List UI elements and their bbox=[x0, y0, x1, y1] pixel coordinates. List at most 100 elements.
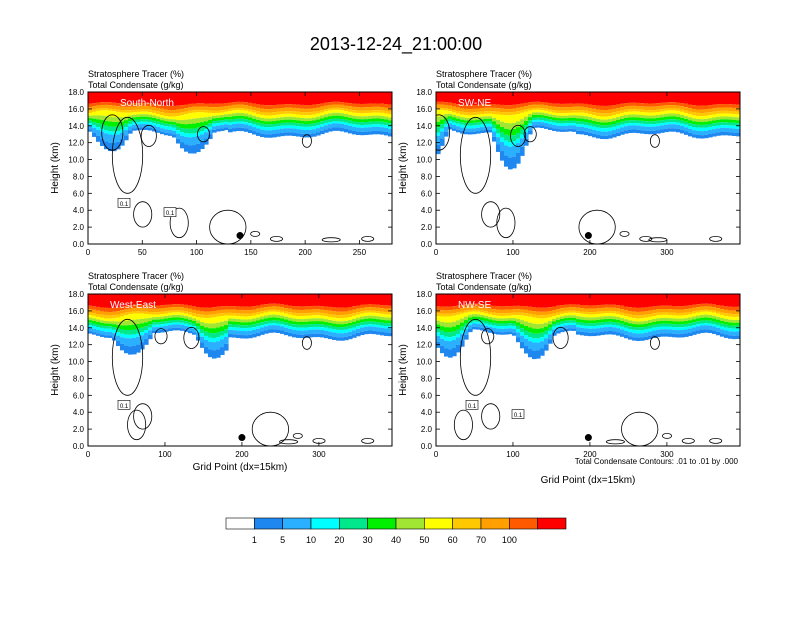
y-tick-label: 2.0 bbox=[421, 425, 433, 434]
x-tick-label: 50 bbox=[138, 248, 147, 257]
colorbar-box bbox=[225, 517, 255, 530]
colorbar-box bbox=[509, 517, 538, 530]
y-tick-label: 14.0 bbox=[416, 122, 432, 131]
y-tick-label: 14.0 bbox=[416, 324, 432, 333]
colorbar-label: 10 bbox=[306, 535, 316, 545]
x-axis-label: Grid Point (dx=15km) bbox=[541, 475, 636, 486]
colorbar-box bbox=[424, 517, 453, 530]
x-tick-label: 300 bbox=[312, 450, 326, 459]
colorbar-box bbox=[367, 517, 397, 530]
colorbar-box bbox=[310, 517, 340, 530]
y-tick-label: 4.0 bbox=[421, 408, 433, 417]
y-tick-label: 6.0 bbox=[73, 391, 85, 400]
condensate-contours bbox=[453, 318, 723, 446]
y-tick-label: 2.0 bbox=[421, 223, 433, 232]
x-tick-label: 100 bbox=[190, 248, 204, 257]
tracer-field bbox=[88, 92, 392, 244]
colorbar: 1 5 10 20 30 40 50 60 70 100 bbox=[225, 517, 567, 545]
y-tick-label: 6.0 bbox=[421, 189, 433, 198]
cross-section-label: NW-SE bbox=[458, 300, 491, 311]
y-tick-label: 10.0 bbox=[416, 358, 432, 367]
plot-frame bbox=[87, 91, 393, 245]
figure-title: 2013-12-24_21:00:00 bbox=[310, 34, 482, 55]
y-tick-label: 8.0 bbox=[73, 172, 85, 181]
y-tick-label: 4.0 bbox=[73, 408, 85, 417]
location-marker bbox=[584, 232, 592, 240]
y-tick-label: 14.0 bbox=[68, 324, 84, 333]
y-tick-label: 18.0 bbox=[68, 88, 84, 97]
plot-frame bbox=[435, 293, 741, 447]
condensate-contours bbox=[101, 114, 375, 244]
colorbar-label: 50 bbox=[419, 535, 429, 545]
colorbar-label: 70 bbox=[476, 535, 486, 545]
x-tick-label: 0 bbox=[434, 248, 439, 257]
colorbar-box bbox=[254, 517, 283, 530]
condensate-contours bbox=[436, 114, 723, 244]
panel-3: 0.0 2.0 4.0 6.0 8.0 10.0 12.0 14.0 16.0 18.0 0 100 2… bbox=[50, 271, 393, 473]
panel-subtitle-condensate: Total Condensate (g/kg) bbox=[436, 80, 532, 90]
panel-2: 0.0 2.0 4.0 6.0 8.0 10.0 12.0 14.0 16.0 18.0 0 100 2… bbox=[398, 69, 741, 257]
panel-subtitle-condensate: Total Condensate (g/kg) bbox=[436, 282, 532, 292]
panel-subtitle-tracer: Stratosphere Tracer (%) bbox=[88, 271, 184, 281]
contour-label: 0.1 bbox=[120, 202, 129, 208]
x-tick-label: 100 bbox=[506, 248, 520, 257]
colorbar-label: 20 bbox=[334, 535, 344, 545]
panel-4: 0.0 2.0 4.0 6.0 8.0 10.0 12.0 14.0 16.0 18.0 0 100 2… bbox=[398, 271, 741, 486]
cross-section-label: SW-NE bbox=[458, 98, 491, 109]
x-tick-label: 100 bbox=[158, 450, 172, 459]
y-tick-label: 6.0 bbox=[73, 189, 85, 198]
y-tick-label: 10.0 bbox=[68, 156, 84, 165]
colorbar-label: 60 bbox=[448, 535, 458, 545]
location-marker bbox=[584, 434, 592, 442]
y-tick-label: 14.0 bbox=[68, 122, 84, 131]
x-tick-label: 200 bbox=[583, 248, 597, 257]
y-tick-label: 4.0 bbox=[421, 206, 433, 215]
y-tick-label: 0.0 bbox=[73, 442, 85, 451]
y-tick-label: 10.0 bbox=[416, 156, 432, 165]
colorbar-box bbox=[537, 517, 567, 530]
x-tick-label: 300 bbox=[660, 248, 674, 257]
plot-frame bbox=[435, 91, 741, 245]
cross-section-label: South-North bbox=[120, 98, 174, 109]
location-marker bbox=[236, 232, 244, 240]
panels: 0.0 2.0 4.0 6.0 8.0 10.0 12.0 14.0 16.0 18.0 0 50 10… bbox=[50, 69, 741, 486]
y-tick-label: 12.0 bbox=[68, 139, 84, 148]
y-tick-label: 12.0 bbox=[416, 139, 432, 148]
panel-subtitle-tracer: Stratosphere Tracer (%) bbox=[436, 271, 532, 281]
x-tick-label: 300 bbox=[660, 450, 674, 459]
x-tick-label: 200 bbox=[298, 248, 312, 257]
colorbar-label: 30 bbox=[363, 535, 373, 545]
x-tick-label: 100 bbox=[506, 450, 520, 459]
x-tick-label: 150 bbox=[244, 248, 258, 257]
y-tick-label: 8.0 bbox=[73, 374, 85, 383]
cross-section-label: West-East bbox=[110, 300, 156, 311]
x-tick-label: 200 bbox=[583, 450, 597, 459]
colorbar-box bbox=[395, 517, 425, 530]
y-axis-label: Height (km) bbox=[398, 142, 409, 194]
colorbar-label: 100 bbox=[502, 535, 517, 545]
colorbar-label: 1 bbox=[252, 535, 257, 545]
colorbar-label: 5 bbox=[280, 535, 285, 545]
tracer-field bbox=[88, 294, 392, 446]
panel-1: 0.0 2.0 4.0 6.0 8.0 10.0 12.0 14.0 16.0 18.0 0 50 10… bbox=[50, 69, 393, 257]
contour-label: 0.1 bbox=[468, 404, 477, 410]
panel-subtitle-tracer: Stratosphere Tracer (%) bbox=[436, 69, 532, 79]
y-tick-label: 16.0 bbox=[416, 105, 432, 114]
x-tick-label: 250 bbox=[353, 248, 367, 257]
x-tick-label: 0 bbox=[86, 248, 91, 257]
y-tick-label: 18.0 bbox=[416, 88, 432, 97]
y-tick-label: 0.0 bbox=[421, 442, 433, 451]
y-tick-label: 16.0 bbox=[68, 307, 84, 316]
tracer-field bbox=[436, 294, 740, 446]
y-tick-label: 18.0 bbox=[68, 290, 84, 299]
y-axis-label: Height (km) bbox=[398, 344, 409, 396]
y-tick-label: 12.0 bbox=[68, 341, 84, 350]
plot-frame bbox=[87, 293, 393, 447]
y-tick-label: 2.0 bbox=[73, 425, 85, 434]
panel-subtitle-condensate: Total Condensate (g/kg) bbox=[88, 80, 184, 90]
colorbar-label: 40 bbox=[391, 535, 401, 545]
condensate-contours bbox=[111, 318, 375, 446]
y-tick-label: 2.0 bbox=[73, 223, 85, 232]
y-tick-label: 8.0 bbox=[421, 374, 433, 383]
y-axis-label: Height (km) bbox=[50, 142, 61, 194]
